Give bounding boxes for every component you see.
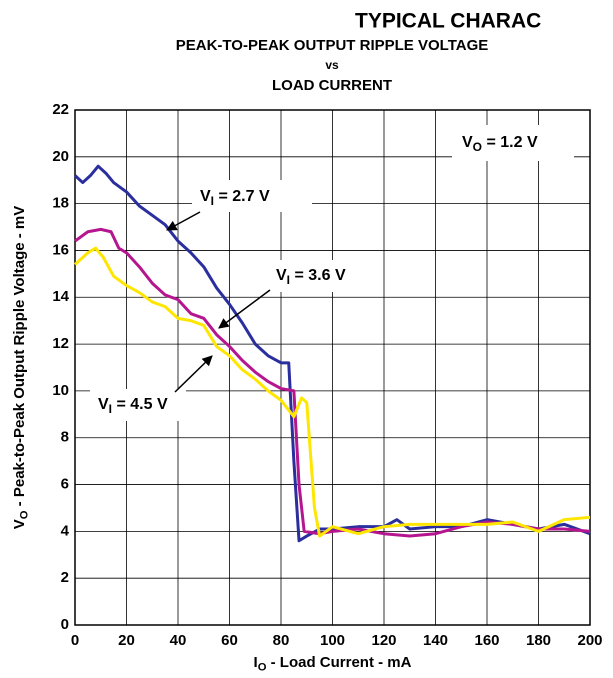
y-tick-label: 14 <box>52 288 69 305</box>
chart-subtitle: LOAD CURRENT <box>272 77 392 94</box>
label: VI = 4.5 V <box>98 396 168 416</box>
label-sub: O <box>18 510 30 519</box>
annotation-arrow <box>218 289 271 329</box>
x-tick-label: 80 <box>273 632 290 649</box>
header: TYPICAL CHARAC <box>355 10 541 33</box>
label: VI = 3.6 V <box>276 267 346 287</box>
label: IO - Load Current - mA <box>254 654 412 674</box>
series-line <box>74 227 591 538</box>
annotation-box <box>90 389 186 421</box>
label: VI = 2.7 V <box>200 188 270 208</box>
label-rest: = 4.5 V <box>112 396 168 413</box>
y-tick-label: 18 <box>52 195 69 212</box>
label-main: I <box>254 654 258 671</box>
x-tick-label: 160 <box>474 632 499 649</box>
annotation-box <box>452 125 574 161</box>
chart-title-vs: vs <box>325 58 339 72</box>
x-tick-label: 140 <box>423 632 448 649</box>
annotation-arrow <box>166 211 201 231</box>
chart-title: PEAK-TO-PEAK OUTPUT RIPPLE VOLTAGE <box>176 37 489 54</box>
x-tick-label: 180 <box>526 632 551 649</box>
label-rest: = 1.2 V <box>482 134 538 151</box>
x-tick-label: 40 <box>170 632 187 649</box>
y-tick-label: 10 <box>52 382 69 399</box>
label: VO - Peak-to-Peak Output Ripple Voltage … <box>11 206 31 530</box>
x-tick-label: 200 <box>577 632 602 649</box>
label-rest: = 3.6 V <box>290 267 346 284</box>
x-tick-label: 0 <box>71 632 79 649</box>
label-sub: I <box>109 402 112 416</box>
series-line <box>73 246 591 538</box>
label-main: V <box>11 519 28 529</box>
annotation-arrow <box>174 355 213 393</box>
series-line <box>73 164 591 543</box>
label-sub: I <box>211 194 214 208</box>
y-tick-label: 20 <box>52 148 69 165</box>
label-rest: = 2.7 V <box>214 188 270 205</box>
y-tick-label: 22 <box>52 101 69 118</box>
label: VO = 1.2 V <box>462 134 538 154</box>
x-tick-label: 60 <box>221 632 238 649</box>
label-sub: O <box>258 661 267 673</box>
label-sub: O <box>473 140 482 154</box>
y-tick-label: 2 <box>61 569 69 586</box>
label-main: V <box>98 396 109 413</box>
y-tick-label: 0 <box>61 616 69 633</box>
label-main: V <box>462 134 473 151</box>
label-sub: I <box>287 273 290 287</box>
x-tick-label: 120 <box>371 632 396 649</box>
x-tick-label: 20 <box>118 632 135 649</box>
y-tick-label: 8 <box>61 429 69 446</box>
y-tick-label: 4 <box>61 522 70 539</box>
annotation-box <box>268 260 381 292</box>
y-tick-label: 6 <box>61 476 69 493</box>
x-tick-label: 100 <box>320 632 345 649</box>
y-tick-label: 16 <box>52 241 69 258</box>
y-tick-label: 12 <box>52 335 69 352</box>
annotation-box <box>192 180 312 212</box>
plot-frame <box>74 109 591 626</box>
label-rest: - Peak-to-Peak Output Ripple Voltage - m… <box>11 206 28 511</box>
label-main: V <box>276 267 287 284</box>
label-main: V <box>200 188 211 205</box>
label-rest: - Load Current - mA <box>266 654 411 671</box>
